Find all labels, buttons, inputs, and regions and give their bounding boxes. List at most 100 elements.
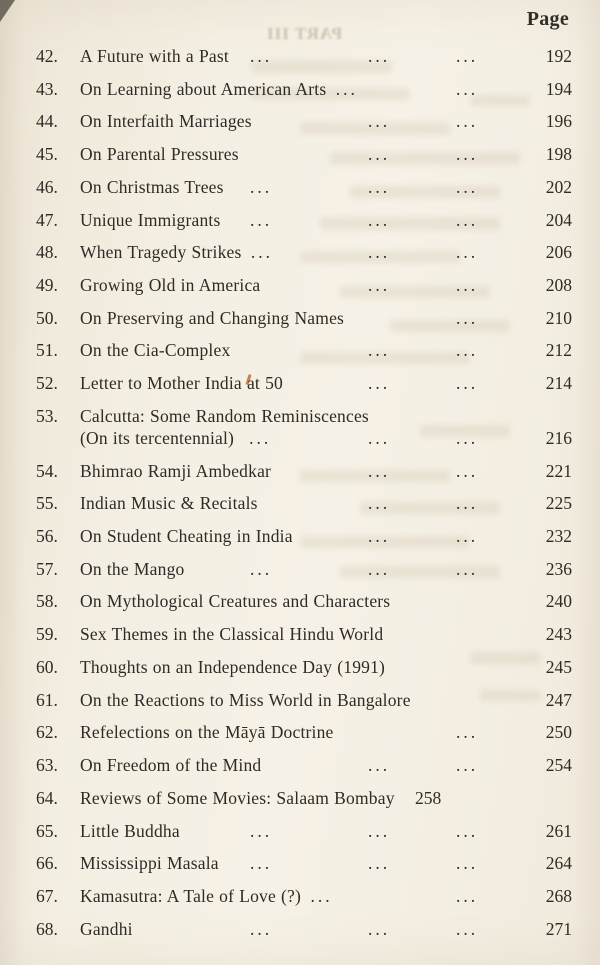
entry-title: On Learning about American Arts <box>80 78 327 99</box>
entry-title: Little Buddha <box>80 820 180 841</box>
leader-dots: ... <box>456 755 479 776</box>
entry-line: On Freedom of the Mind ...... <box>0 754 600 776</box>
entry-line: On the Reactions to Miss World in Bangal… <box>0 689 600 711</box>
leader-dots: ... <box>250 242 274 263</box>
entry-page-number: 258 <box>415 787 442 808</box>
entry-number: 53. <box>36 405 58 426</box>
entry-line: Bhimrao Ramji Ambedkar ...... <box>0 460 600 482</box>
leader-dots: ... <box>368 111 391 132</box>
entry-page-number: 192 <box>545 46 572 66</box>
page-column-header: Page <box>526 8 569 30</box>
entry-number: 63. <box>36 755 58 776</box>
leader-dots: ... <box>250 558 273 579</box>
toc-row: 50. On Preserving and Changing Names ...… <box>0 307 600 340</box>
leader-dots: ... <box>456 820 479 841</box>
entry-number: 54. <box>36 460 58 481</box>
entry-title: Growing Old in America <box>80 275 261 296</box>
entry-number: 68. <box>36 918 58 939</box>
entry-page-number: 208 <box>545 275 572 296</box>
entry-page-number: 196 <box>545 111 572 132</box>
entry-number: 67. <box>36 885 58 906</box>
entry-page-number: 264 <box>545 853 572 874</box>
leader-dots: ... <box>456 242 479 263</box>
entry-line: On Christmas Trees ......... <box>0 176 600 198</box>
entry-page-number: 240 <box>545 591 572 612</box>
entry-title: Indian Music & Recitals <box>80 493 258 514</box>
entry-line: On Parental Pressures ...... <box>0 143 600 165</box>
leader-dots: ... <box>456 373 479 394</box>
toc-row: 51. On the Cia-Complex ...... 212 <box>0 339 600 372</box>
entry-number: 61. <box>36 689 58 710</box>
entry-page-number: 232 <box>545 526 572 547</box>
entry-line: On Learning about American Arts ...... <box>0 78 600 100</box>
toc-row: 49. Growing Old in America ...... 208 <box>0 274 600 307</box>
entry-page-number: 268 <box>545 885 572 906</box>
entry-number: 58. <box>36 591 58 612</box>
leader-dots: ... <box>456 853 479 874</box>
leader-dots: ... <box>249 427 272 448</box>
entry-line: A Future with a Past ......... <box>0 45 600 67</box>
scan-corner-artifact <box>0 0 15 22</box>
leader-dots: ... <box>456 46 479 66</box>
entry-title: A Future with a Past <box>80 46 229 66</box>
entry-page-number: 236 <box>545 558 572 579</box>
entry-page-number: 261 <box>545 820 572 841</box>
toc-row: 56. On Student Cheating in India ...... … <box>0 525 600 558</box>
leader-dots: ... <box>456 918 479 939</box>
entry-number: 64. <box>36 787 58 808</box>
leader-dots: ... <box>368 918 391 939</box>
toc-row: 66. Mississippi Masala ......... 264 <box>0 852 600 885</box>
entry-title-line2: (On its tercentennial) <box>80 427 235 448</box>
entry-line: Unique Immigrants ......... <box>0 209 600 231</box>
entry-title: Gandhi <box>80 918 133 939</box>
entry-page-number: 245 <box>545 656 572 677</box>
toc-row: 61. On the Reactions to Miss World in Ba… <box>0 689 600 722</box>
leader-dots: ... <box>250 46 273 66</box>
leader-dots: ... <box>456 722 479 743</box>
entry-page-number: 225 <box>545 493 572 514</box>
entry-page-number: 202 <box>545 176 572 197</box>
leader-dots: ... <box>368 427 391 448</box>
toc-row: 45. On Parental Pressures ...... 198 <box>0 143 600 176</box>
entry-title: On Freedom of the Mind <box>80 755 262 776</box>
leader-dots: ... <box>368 275 391 296</box>
toc-row: 47. Unique Immigrants ......... 204 <box>0 209 600 242</box>
entry-page-number: 210 <box>545 307 572 328</box>
entry-line: On Student Cheating in India ...... <box>0 525 600 547</box>
entry-page-number: 198 <box>545 144 572 165</box>
leader-dots: ... <box>368 46 391 66</box>
leader-dots: ... <box>368 493 391 514</box>
leader-dots: ... <box>250 209 273 230</box>
entry-page-number: 204 <box>545 209 572 230</box>
entry-title: Thoughts on an Independence Day (1991) <box>80 656 386 677</box>
entry-page-number: 216 <box>545 428 572 449</box>
leader-dots: ... <box>456 78 479 99</box>
entry-page-number: 206 <box>545 242 572 263</box>
entry-title: On Mythological Creatures and Characters <box>80 591 391 612</box>
toc-list: 42. A Future with a Past ......... 192 4… <box>0 45 600 950</box>
entry-number: 57. <box>36 558 58 579</box>
leader-dots: ... <box>456 493 479 514</box>
entry-line: Indian Music & Recitals ...... <box>0 492 600 514</box>
leader-dots: ... <box>456 209 479 230</box>
entry-number: 66. <box>36 853 58 874</box>
entry-number: 45. <box>36 144 58 165</box>
toc-row: 60. Thoughts on an Independence Day (199… <box>0 656 600 689</box>
leader-dots: ... <box>456 340 479 361</box>
entry-line: On Interfaith Marriages ...... <box>0 110 600 132</box>
leader-dots: ... <box>456 558 479 579</box>
entry-title: On the Reactions to Miss World in Bangal… <box>80 689 411 710</box>
entry-line: Mississippi Masala ......... <box>0 852 600 874</box>
entry-number: 43. <box>36 78 58 99</box>
entry-line: When Tragedy Strikes ......... <box>0 241 600 263</box>
entry-line: Gandhi ......... <box>0 918 600 940</box>
entry-number: 42. <box>36 46 58 66</box>
entry-number: 44. <box>36 111 58 132</box>
entry-title: On Student Cheating in India <box>80 526 293 547</box>
leader-dots: ... <box>250 820 273 841</box>
entry-title: On the Mango <box>80 558 185 579</box>
entry-number: 65. <box>36 820 58 841</box>
toc-row: 63. On Freedom of the Mind ...... 254 <box>0 754 600 787</box>
entry-page-number: 271 <box>545 918 572 939</box>
